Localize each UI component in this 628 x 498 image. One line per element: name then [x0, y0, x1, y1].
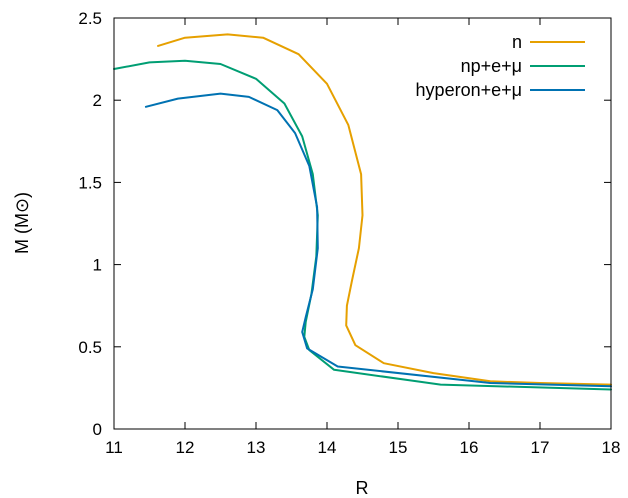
series-line-0: [157, 33, 612, 386]
x-tick-label: 15: [389, 438, 408, 457]
legend-label-1: np+e+μ: [461, 56, 522, 76]
x-tick-label: 18: [602, 438, 621, 457]
series-line-1: [113, 59, 612, 391]
legend: n np+e+μ hyperon+e+μ: [416, 32, 585, 100]
x-tick-label: 16: [460, 438, 479, 457]
x-tick-label: 14: [318, 438, 337, 457]
ticks-layer: 11 12 13 14 15 16 17 18 0 0.5 1 1.5 2 2.5: [78, 9, 620, 457]
y-tick-label: 0.5: [78, 338, 102, 357]
x-tick-label: 12: [176, 438, 195, 457]
series-layer: [113, 33, 612, 391]
x-axis-title: R: [356, 478, 369, 498]
x-tick-label: 13: [247, 438, 266, 457]
legend-label-0: n: [512, 32, 522, 52]
plot-frame: [113, 17, 612, 430]
y-tick-label: 1: [93, 256, 102, 275]
y-tick-label: 1.5: [78, 173, 102, 192]
x-tick-label: 11: [105, 438, 123, 457]
y-tick-label: 2.5: [78, 9, 102, 28]
legend-label-2: hyperon+e+μ: [416, 80, 522, 100]
series-line-2: [144, 92, 612, 388]
y-axis-title: M (M⊙): [12, 192, 32, 254]
y-tick-label: 2: [93, 91, 102, 110]
x-tick-label: 17: [531, 438, 550, 457]
y-tick-label: 0: [93, 420, 102, 439]
